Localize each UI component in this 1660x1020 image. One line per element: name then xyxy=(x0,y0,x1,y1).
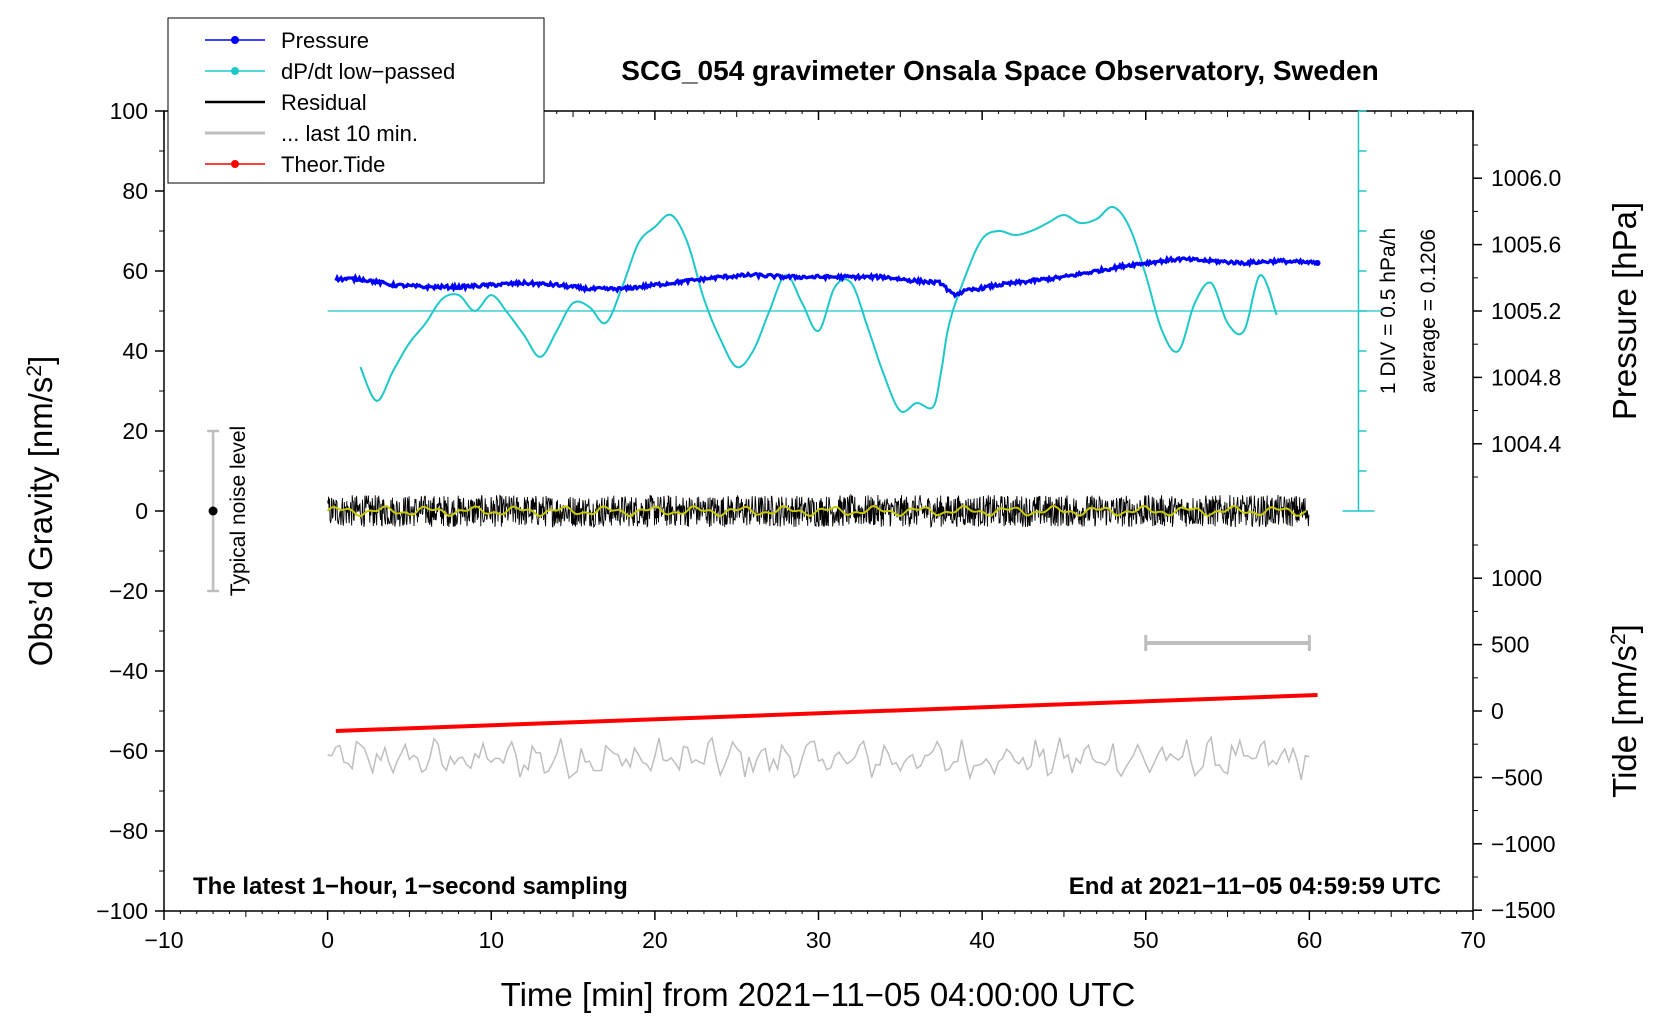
y-tick-label: 60 xyxy=(122,258,148,284)
legend-marker-dpdt xyxy=(231,67,239,75)
x-tick-label: 60 xyxy=(1297,927,1323,953)
x-tick-label: 0 xyxy=(321,927,334,953)
y-tick-label: −20 xyxy=(109,578,148,604)
x-tick-label: 30 xyxy=(806,927,832,953)
legend-label-dpdt: dP/dt low−passed xyxy=(281,59,455,84)
series-residual xyxy=(327,493,1310,529)
tide-tick-label: −1000 xyxy=(1491,831,1556,857)
series-dpdt xyxy=(359,206,1278,414)
y-axis-title-left: Obs’d Gravity [nm/s2] xyxy=(22,356,59,667)
x-tick-label: 40 xyxy=(969,927,995,953)
y-tick-label: 100 xyxy=(110,98,148,124)
x-tick-label: −10 xyxy=(144,927,183,953)
y-tick-label: 40 xyxy=(122,338,148,364)
div-scale-label: 1 DIV = 0.5 hPa/h xyxy=(1377,228,1400,394)
tide-tick-label: −1500 xyxy=(1491,897,1556,923)
y-axis-title-pressure: Pressure [hPa] xyxy=(1606,202,1643,420)
y-tick-label: 20 xyxy=(122,418,148,444)
y-tick-label: 80 xyxy=(122,178,148,204)
pressure-end-point xyxy=(1314,260,1321,266)
ticks-layer: −10 0 10 20 30 40 50 60 70−100−80−60−40−20020406… xyxy=(96,98,1561,953)
pressure-tick-label: 1004.8 xyxy=(1491,364,1561,390)
y-tick-label: 0 xyxy=(135,498,148,524)
y-tick-label: −40 xyxy=(109,658,148,684)
tide-tick-label: −500 xyxy=(1491,764,1543,790)
y-axis-title-tide-sup: 2 xyxy=(1607,633,1630,645)
annotation-sampling: The latest 1−hour, 1−second sampling xyxy=(193,873,628,900)
y-axis-title-left-sup: 2 xyxy=(23,365,46,377)
x-tick-label: 50 xyxy=(1133,927,1159,953)
y-axis-title-tide: Tide [nm/s2] xyxy=(1606,624,1643,798)
series-last-10-min xyxy=(327,735,1310,781)
x-tick-label: 20 xyxy=(642,927,668,953)
y-axis-title-tide-text: Tide [nm/s xyxy=(1606,645,1643,798)
pressure-tick-label: 1004.4 xyxy=(1491,431,1562,457)
legend: Pressure dP/dt low−passed Residual ... l… xyxy=(167,17,545,184)
tide-tick-label: 0 xyxy=(1491,698,1504,724)
annotation-end-time: End at 2021−11−05 04:59:59 UTC xyxy=(1069,873,1441,900)
noise-bar-center xyxy=(208,506,218,516)
legend-label-residual: Residual xyxy=(281,90,367,115)
x-tick-label: 70 xyxy=(1460,927,1486,953)
x-tick-label: 10 xyxy=(478,927,504,953)
tide-tick-label: 500 xyxy=(1491,632,1529,658)
tide-tick-label: 1000 xyxy=(1491,565,1542,591)
pressure-tick-label: 1005.2 xyxy=(1491,298,1561,324)
legend-box xyxy=(167,17,545,184)
series-pressure xyxy=(334,254,1319,299)
legend-label-tide: Theor.Tide xyxy=(281,152,385,177)
y-axis-title-tide-end: ] xyxy=(1606,624,1643,633)
y-axis-title-left-text: Obs’d Gravity [nm/s xyxy=(22,377,59,667)
legend-marker-tide xyxy=(231,160,239,168)
y-tick-label: −100 xyxy=(96,898,148,924)
series-residual-smoothed xyxy=(326,504,1307,518)
y-tick-label: −60 xyxy=(109,738,148,764)
y-axis-title-left-end: ] xyxy=(22,356,59,365)
series-layer xyxy=(207,110,1384,781)
x-axis-title: Time [min] from 2021−11−05 04:00:00 UTC xyxy=(501,976,1136,1013)
average-label: average = 0.1206 xyxy=(1417,229,1440,393)
noise-level-label: Typical noise level xyxy=(227,426,250,596)
pressure-tick-label: 1006.0 xyxy=(1491,165,1561,191)
chart-title: SCG_054 gravimeter Onsala Space Observat… xyxy=(621,55,1378,86)
series-theoretical-tide xyxy=(335,693,1318,733)
pressure-tick-label: 1005.6 xyxy=(1491,232,1561,258)
legend-marker-pressure xyxy=(231,36,239,44)
y-tick-label: −80 xyxy=(109,818,148,844)
legend-label-pressure: Pressure xyxy=(281,28,369,53)
legend-label-last10: ... last 10 min. xyxy=(281,121,418,146)
